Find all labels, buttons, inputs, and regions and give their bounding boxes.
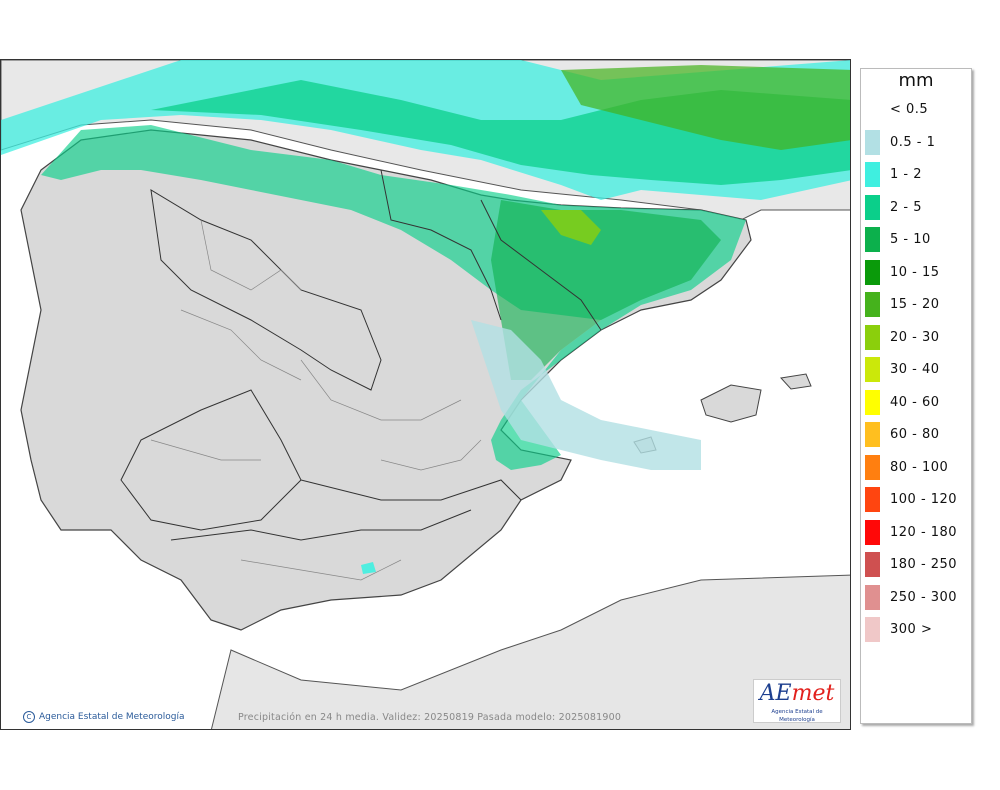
legend-label: 180 - 250: [890, 557, 958, 572]
legend-item: 5 - 10: [865, 227, 931, 252]
legend-swatch: [865, 292, 880, 317]
legend-label: 1 - 2: [890, 167, 922, 182]
legend-item: 300 >: [865, 617, 932, 642]
legend-item: 180 - 250: [865, 552, 957, 577]
precip-spot-south: [361, 562, 376, 574]
legend-label: 60 - 80: [890, 427, 940, 442]
legend-label: 15 - 20: [890, 297, 940, 312]
aemet-logo: AEmet Agencia Estatal de Meteorología: [753, 679, 841, 723]
credit-text: C Agencia Estatal de Meteorología: [23, 711, 185, 723]
legend-item: 40 - 60: [865, 389, 940, 415]
legend-label: 250 - 300: [890, 589, 958, 605]
africa-land: [210, 574, 850, 729]
legend-label: 40 - 60: [890, 394, 940, 410]
legend-swatch: [865, 552, 880, 577]
legend-label: 80 - 100: [890, 459, 949, 475]
province-borders: [150, 219, 482, 581]
legend-swatch: [865, 324, 880, 350]
credit-label: Agencia Estatal de Meteorología: [39, 712, 185, 722]
legend-label: 30 - 40: [890, 362, 940, 377]
legend-label: 300 >: [890, 622, 933, 637]
legend-item: 10 - 15: [865, 259, 940, 285]
legend-swatch: [865, 97, 880, 122]
legend-label: 2 - 5: [890, 199, 922, 215]
legend-swatch: [865, 389, 880, 415]
region-borders: [120, 169, 602, 541]
legend-swatch: [865, 357, 880, 382]
precipitation-legend: mm < 0.5 0.5 - 1 1 - 2 2 - 5 5 - 10 10 - 15 15…: [860, 68, 972, 724]
legend-swatch: [865, 454, 880, 480]
legend-item: 20 - 30: [865, 324, 940, 350]
legend-label: 20 - 30: [890, 329, 940, 345]
copyright-icon: C: [23, 711, 35, 723]
menorca: [780, 373, 812, 390]
legend-item: 30 - 40: [865, 357, 940, 382]
precipitation-map: C Agencia Estatal de Meteorología Precipi…: [0, 59, 851, 730]
legend-item: 100 - 120: [865, 487, 957, 512]
legend-swatch: [865, 162, 880, 187]
legend-swatch: [865, 227, 880, 252]
precip-max-core: [541, 210, 601, 245]
legend-item: < 0.5: [865, 97, 928, 122]
legend-label: < 0.5: [890, 102, 929, 117]
legend-label: 5 - 10: [890, 232, 931, 247]
legend-item: 2 - 5: [865, 194, 922, 220]
logo-subtitle: Agencia Estatal de Meteorología: [771, 709, 823, 723]
legend-swatch: [865, 129, 880, 155]
legend-item: 0.5 - 1: [865, 129, 936, 155]
legend-item: 60 - 80: [865, 422, 940, 447]
legend-swatch: [865, 259, 880, 285]
legend-item: 1 - 2: [865, 162, 922, 187]
legend-swatch: [865, 617, 880, 642]
legend-item: 15 - 20: [865, 292, 940, 317]
legend-label: 100 - 120: [890, 492, 958, 507]
precip-zone-east-coast: [471, 320, 701, 470]
legend-item: 120 - 180: [865, 519, 958, 545]
legend-item: 80 - 100: [865, 454, 949, 480]
legend-label: 120 - 180: [890, 524, 958, 540]
validity-footer: Precipitación en 24 h media. Validez: 20…: [238, 712, 622, 723]
mallorca: [700, 384, 762, 423]
legend-unit: mm: [898, 70, 934, 91]
legend-swatch: [865, 422, 880, 447]
legend-swatch: [865, 584, 880, 610]
legend-swatch: [865, 194, 880, 220]
legend-swatch: [865, 487, 880, 512]
logo-brand: AEmet: [759, 681, 835, 706]
legend-label: 0.5 - 1: [890, 134, 936, 150]
precip-zone-north-france: [561, 65, 850, 150]
legend-item: 250 - 300: [865, 584, 958, 610]
precip-zone-pyrenees: [491, 200, 721, 380]
map-canvas: [1, 60, 850, 729]
legend-swatch: [865, 519, 880, 545]
legend-label: 10 - 15: [890, 264, 940, 280]
